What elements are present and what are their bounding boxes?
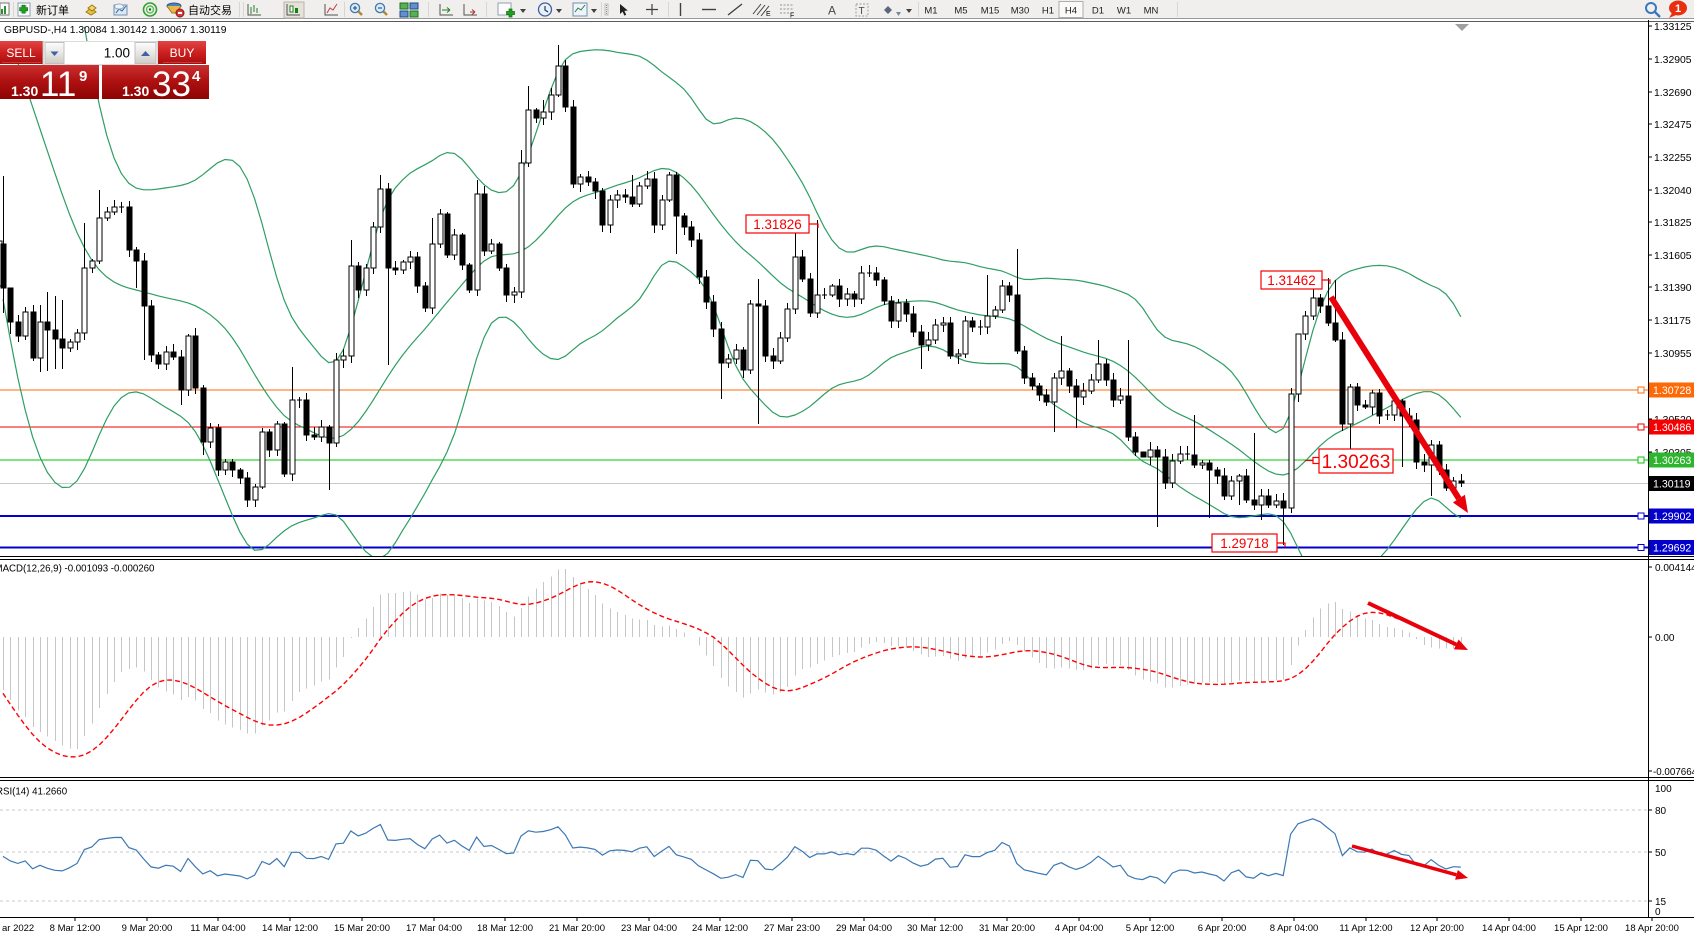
svg-text:14 Apr 04:00: 14 Apr 04:00 [1482,923,1536,934]
svg-text:1.00: 1.00 [104,46,130,61]
svg-text:1.30955: 1.30955 [1654,349,1692,360]
svg-text:ar 2022: ar 2022 [2,923,34,934]
svg-text:1.30119: 1.30119 [1653,479,1691,491]
svg-text:1: 1 [1675,3,1681,15]
svg-text:11: 11 [40,65,76,101]
svg-text:M15: M15 [981,6,999,17]
svg-text:80: 80 [1655,806,1667,817]
svg-text:31 Mar 20:00: 31 Mar 20:00 [979,923,1035,934]
svg-text:F: F [790,13,794,20]
svg-text:1.31390: 1.31390 [1654,283,1692,294]
svg-text:1.29902: 1.29902 [1653,511,1691,523]
svg-text:33: 33 [152,65,191,101]
svg-text:8 Apr 04:00: 8 Apr 04:00 [1270,923,1319,934]
svg-text:自动交易: 自动交易 [188,3,232,17]
svg-text:M1: M1 [924,6,937,17]
svg-text:5 Apr 12:00: 5 Apr 12:00 [1126,923,1175,934]
svg-text:6 Apr 20:00: 6 Apr 20:00 [1198,923,1247,934]
svg-text:SELL: SELL [6,46,36,60]
svg-text:1.32255: 1.32255 [1654,153,1692,164]
svg-text:1.29718: 1.29718 [1220,536,1268,551]
svg-text:E: E [766,11,771,18]
svg-text:1.31175: 1.31175 [1654,316,1691,327]
svg-text:0.00: 0.00 [1655,633,1675,644]
svg-text:18 Apr 20:00: 18 Apr 20:00 [1625,923,1679,934]
svg-text:H4: H4 [1065,6,1077,17]
svg-text:24 Mar 12:00: 24 Mar 12:00 [692,923,748,934]
svg-text:29 Mar 04:00: 29 Mar 04:00 [836,923,892,934]
svg-text:15: 15 [1655,897,1667,908]
svg-text:MN: MN [1144,6,1159,17]
svg-text:12 Apr 20:00: 12 Apr 20:00 [1410,923,1464,934]
svg-text:11 Apr 12:00: 11 Apr 12:00 [1339,923,1392,934]
svg-text:11 Mar 04:00: 11 Mar 04:00 [190,923,245,934]
svg-text:1.32905: 1.32905 [1654,55,1692,66]
svg-text:-0.007664: -0.007664 [1653,767,1694,778]
svg-text:18 Mar 12:00: 18 Mar 12:00 [477,923,533,934]
svg-text:1.30486: 1.30486 [1653,422,1691,434]
svg-text:17 Mar 04:00: 17 Mar 04:00 [406,923,462,934]
svg-text:1.32690: 1.32690 [1654,88,1692,99]
svg-text:1.30: 1.30 [11,83,38,99]
svg-text:1.31826: 1.31826 [753,217,801,232]
svg-text:1.32040: 1.32040 [1654,186,1692,197]
svg-text:MACD(12,26,9) -0.001093 -0.000: MACD(12,26,9) -0.001093 -0.000260 [0,564,155,575]
svg-text:1.31825: 1.31825 [1654,218,1692,229]
svg-text:W1: W1 [1117,6,1131,17]
svg-text:15 Apr 12:00: 15 Apr 12:00 [1554,923,1608,934]
svg-text:1.32475: 1.32475 [1654,120,1692,131]
svg-text:30 Mar 12:00: 30 Mar 12:00 [907,923,963,934]
svg-text:M5: M5 [954,6,967,17]
svg-text:1.30: 1.30 [122,83,149,99]
svg-text:T: T [859,6,865,17]
svg-text:H1: H1 [1042,6,1054,17]
svg-text:8 Mar 12:00: 8 Mar 12:00 [50,923,101,934]
svg-text:0.004144: 0.004144 [1655,563,1694,574]
svg-text:4 Apr 04:00: 4 Apr 04:00 [1055,923,1104,934]
svg-text:15 Mar 20:00: 15 Mar 20:00 [334,923,390,934]
svg-text:27 Mar 23:00: 27 Mar 23:00 [764,923,820,934]
svg-text:21 Mar 20:00: 21 Mar 20:00 [549,923,605,934]
svg-text:100: 100 [1655,784,1672,795]
svg-text:1.31605: 1.31605 [1654,251,1692,262]
svg-text:0: 0 [1655,907,1661,918]
svg-text:1.33125: 1.33125 [1654,22,1692,33]
svg-text:50: 50 [1655,848,1667,859]
svg-text:1.31462: 1.31462 [1267,273,1315,288]
svg-text:1.30263: 1.30263 [1322,452,1391,473]
svg-text:1.30263: 1.30263 [1653,455,1691,467]
svg-text:4: 4 [192,68,201,85]
svg-text:A: A [828,4,836,18]
svg-text:1.30728: 1.30728 [1653,385,1691,397]
svg-text:D1: D1 [1092,6,1104,17]
svg-text:新订单: 新订单 [36,3,69,17]
svg-text:9 Mar 20:00: 9 Mar 20:00 [122,923,173,934]
svg-text:14 Mar 12:00: 14 Mar 12:00 [262,923,318,934]
svg-text:BUY: BUY [170,46,195,60]
svg-text:M30: M30 [1011,6,1029,17]
svg-text:23 Mar 04:00: 23 Mar 04:00 [621,923,677,934]
svg-text:9: 9 [79,68,87,85]
svg-text:1.29692: 1.29692 [1653,543,1691,555]
svg-text:RSI(14) 41.2660: RSI(14) 41.2660 [0,787,68,798]
svg-text:GBPUSD-,H4 1.30084 1.30142 1.: GBPUSD-,H4 1.30084 1.30142 1.30067 1.301… [4,25,227,36]
